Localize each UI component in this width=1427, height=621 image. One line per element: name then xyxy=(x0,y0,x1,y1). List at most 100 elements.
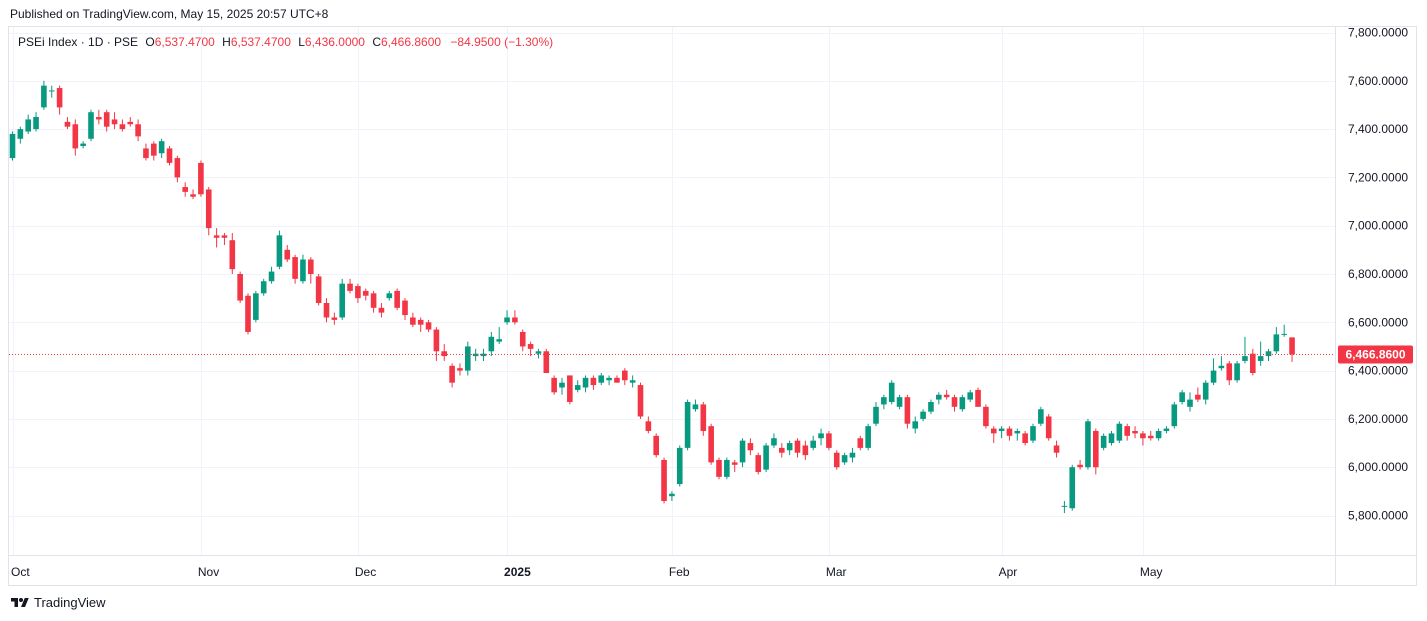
candle-down xyxy=(198,160,204,197)
candle-body xyxy=(229,240,236,270)
candle-body xyxy=(990,428,997,434)
candle-body xyxy=(943,394,950,398)
candle-body xyxy=(1202,382,1209,400)
candle-body xyxy=(936,394,942,400)
candle-body xyxy=(1116,423,1123,441)
candle-down xyxy=(166,146,173,166)
candle-body xyxy=(17,129,24,139)
candle-up xyxy=(865,423,871,451)
candle-body xyxy=(606,377,612,381)
candle-body xyxy=(64,121,71,127)
candle-body xyxy=(1289,337,1295,355)
candle-body xyxy=(410,317,416,325)
y-tick-label: 7,600.0000 xyxy=(1348,74,1408,88)
candle-body xyxy=(684,401,691,448)
candle-down xyxy=(857,435,864,451)
candle-body xyxy=(975,389,981,407)
candle-body xyxy=(213,235,220,238)
candle-body xyxy=(472,353,479,357)
candle-body xyxy=(362,290,369,296)
candle-down xyxy=(590,375,597,390)
candle-body xyxy=(708,426,714,463)
candle-down xyxy=(1140,430,1146,446)
change-value: −84.9500 (−1.30%) xyxy=(450,35,554,49)
last-price-label: 6,466.8600 xyxy=(1345,347,1405,361)
candle-body xyxy=(716,459,722,477)
x-tick-label: Dec xyxy=(355,565,376,579)
candle-body xyxy=(1187,399,1193,407)
candle-up xyxy=(1069,464,1076,511)
candle-up xyxy=(1038,406,1044,427)
candle-body xyxy=(1045,416,1052,439)
candle-body xyxy=(1155,430,1162,439)
candle-body xyxy=(881,397,887,405)
candle-body xyxy=(268,271,275,282)
candle-down xyxy=(551,375,557,395)
low-value: 6,436.0000 xyxy=(304,35,365,49)
footer-brand[interactable]: TradingView xyxy=(10,595,106,610)
candle-down xyxy=(527,341,534,357)
candle-body xyxy=(88,112,94,139)
candle-body xyxy=(174,158,181,178)
candle-down xyxy=(1124,423,1130,441)
candle-body xyxy=(1218,365,1225,369)
candle-body xyxy=(166,148,173,163)
candle-up xyxy=(1187,392,1193,412)
candle-body xyxy=(1226,363,1233,381)
candle-down xyxy=(457,363,463,376)
candle-down xyxy=(614,375,620,383)
candle-body xyxy=(48,90,55,92)
candle-up xyxy=(48,85,55,98)
candle-body xyxy=(896,397,903,407)
candle-body xyxy=(1100,435,1107,448)
candle-body xyxy=(700,404,707,431)
candle-body xyxy=(1077,464,1083,468)
candle-up xyxy=(472,348,479,361)
y-tick-label: 6,000.0000 xyxy=(1348,460,1408,474)
candle-body xyxy=(794,440,801,453)
candle-up xyxy=(1218,356,1225,371)
candle-down xyxy=(990,426,997,444)
candle-down xyxy=(661,457,667,504)
candle-up xyxy=(386,290,393,301)
candle-down xyxy=(708,423,714,465)
candle-up xyxy=(1242,336,1248,364)
candle-up xyxy=(896,394,903,410)
candle-body xyxy=(496,339,502,342)
candle-down xyxy=(425,319,432,332)
chart-frame xyxy=(8,26,1417,586)
candle-body xyxy=(826,433,832,448)
candle-body xyxy=(959,397,966,410)
candle-body xyxy=(1124,426,1130,436)
candle-down xyxy=(943,389,950,400)
candle-up xyxy=(724,457,730,480)
candle-up xyxy=(1108,430,1115,446)
x-tick-label: May xyxy=(1140,565,1163,579)
candle-down xyxy=(433,327,440,361)
candle-body xyxy=(245,295,251,332)
candle-body xyxy=(904,397,911,424)
candle-up xyxy=(496,327,502,345)
candle-up xyxy=(17,126,24,144)
candle-up xyxy=(669,491,675,502)
tradingview-logo-icon xyxy=(11,597,29,607)
candle-body xyxy=(1132,430,1138,434)
candle-up xyxy=(339,278,345,320)
candle-body xyxy=(1038,409,1044,424)
candle-up xyxy=(1210,358,1217,386)
candle-up xyxy=(535,348,542,359)
candle-up xyxy=(1014,428,1021,441)
candle-body xyxy=(543,351,550,374)
brand-name: TradingView xyxy=(34,595,106,610)
candle-down xyxy=(826,430,832,451)
candle-up xyxy=(1171,401,1178,429)
candle-down xyxy=(284,245,291,262)
candle-up xyxy=(692,399,699,412)
candle-down xyxy=(127,117,134,127)
candle-down xyxy=(64,117,71,130)
candle-up xyxy=(25,114,31,134)
candle-down xyxy=(1093,428,1099,475)
candle-body xyxy=(951,397,958,407)
x-tick-label: Oct xyxy=(11,565,30,579)
